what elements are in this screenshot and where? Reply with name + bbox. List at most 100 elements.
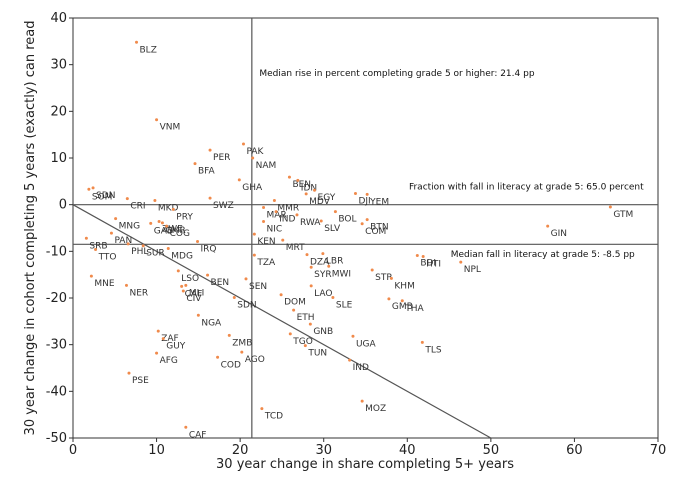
y-tick-label: -30 [46, 338, 67, 353]
point-dom [279, 293, 283, 297]
y-tick-label: -10 [46, 244, 67, 259]
point-label-syr: SYR [314, 270, 331, 280]
point-label-cmr: CMR [165, 226, 185, 236]
point-ben [287, 175, 291, 179]
point-mdv [304, 192, 308, 196]
x-axis: 0 10 20 30 40 50 60 70 [69, 438, 666, 458]
point-pan [109, 231, 113, 235]
point-label-ken: KEN [257, 237, 275, 247]
point-cmr [160, 221, 164, 225]
x-tick-label: 10 [148, 443, 165, 458]
point-label-mne: MNE [94, 279, 114, 289]
point-label-mli: MLI [189, 288, 204, 298]
point-tha [400, 299, 404, 303]
point-label-caf: CAF [189, 430, 207, 440]
y-tick-label: 0 [59, 198, 67, 213]
point-label-vnm: VNM [160, 123, 181, 133]
point-stp [370, 268, 374, 272]
point-zmb [227, 333, 231, 337]
point-civ [181, 289, 185, 293]
point-label-lbr: LBR [326, 257, 343, 267]
point-label-gmb: GMB [392, 302, 413, 312]
point-egy [313, 188, 317, 192]
point-label-civ: CIV [186, 294, 202, 304]
point-label-stp: STP [375, 273, 392, 283]
point-tun [303, 344, 307, 348]
point-tto [94, 247, 98, 251]
point-label-dza: DZA [310, 258, 330, 268]
point-cog [165, 224, 169, 228]
point-ago [240, 350, 244, 354]
x-tick-label: 20 [232, 443, 249, 458]
point-label-moz: MOZ [365, 404, 386, 414]
point-label-cri: CRI [130, 202, 145, 212]
point-nic [262, 219, 266, 223]
point-gha [237, 178, 241, 182]
point-label-gab: GAB [154, 226, 173, 236]
point-label-rwa: RWA [300, 218, 321, 228]
point-label-gnb: GNB [313, 327, 333, 337]
point-pry [171, 207, 175, 211]
point-gin [546, 224, 550, 228]
annotation-0: Median rise in percent completing grade … [259, 69, 534, 79]
point-mkd [153, 198, 157, 202]
x-tick-label: 40 [399, 443, 416, 458]
x-tick-label: 0 [69, 443, 77, 458]
point-label-hti: HTI [426, 259, 441, 269]
point-label-som: SOM [92, 192, 113, 202]
y-tick-label: -40 [46, 384, 67, 399]
point-ken [252, 232, 256, 236]
point-khm [389, 276, 393, 280]
point-mdg [166, 247, 170, 251]
point-tcd [260, 407, 264, 411]
point-label-per: PER [213, 153, 230, 163]
point-cri [125, 197, 129, 201]
point-dji [353, 191, 357, 195]
point-label-sen: SEN [249, 282, 267, 292]
point-hti [421, 254, 425, 258]
point-label-cod: COD [221, 360, 241, 370]
point-tza [252, 253, 256, 257]
point-label-bfa: BFA [198, 167, 216, 177]
point-label-tha: THA [404, 304, 424, 314]
y-tick-label: 10 [50, 151, 67, 166]
point-label-tgo: TGO [292, 337, 313, 347]
point-label-dji: DJI [358, 196, 370, 206]
point-sur [141, 244, 145, 248]
point-ben [206, 273, 210, 277]
point-label-tto: TTO [98, 252, 117, 262]
point-label-irq: IRQ [201, 245, 217, 255]
x-tick-label: 50 [483, 443, 500, 458]
point-sdn [91, 186, 95, 190]
point-label-gtm: GTM [613, 210, 633, 220]
point-label-sdn: SDN [96, 191, 115, 201]
point-label-ner: NER [129, 288, 148, 298]
point-label-cog: COG [170, 229, 190, 239]
point-label-zaf: ZAF [161, 334, 179, 344]
point-phl [126, 242, 130, 246]
point-bol [333, 210, 337, 214]
y-axis: 40 30 20 10 0 -10 -20 -30 -40 -50 [46, 11, 73, 446]
point-rwa [295, 213, 299, 217]
point-uga [351, 334, 355, 338]
point-yem [365, 192, 369, 196]
point-label-mwi: MWI [332, 269, 351, 279]
point-slv [319, 219, 323, 223]
point-zwe [157, 219, 161, 223]
point-label-mng: MNG [119, 222, 140, 232]
point-lbr [321, 252, 325, 256]
point-label-ben: BEN [292, 180, 311, 190]
point-bfa [193, 162, 197, 166]
y-tick-label: 30 [50, 58, 67, 73]
point-label-eth: ETH [297, 313, 315, 323]
reference-lines [72, 18, 658, 439]
annotation-2: Median fall in literacy at grade 5: -8.5… [451, 250, 635, 260]
point-gnb [308, 322, 312, 326]
point-label-bol: BOL [338, 215, 356, 225]
point-label-nga: NGA [201, 318, 222, 328]
point-gab [149, 221, 153, 225]
point-label-npl: NPL [464, 265, 481, 275]
